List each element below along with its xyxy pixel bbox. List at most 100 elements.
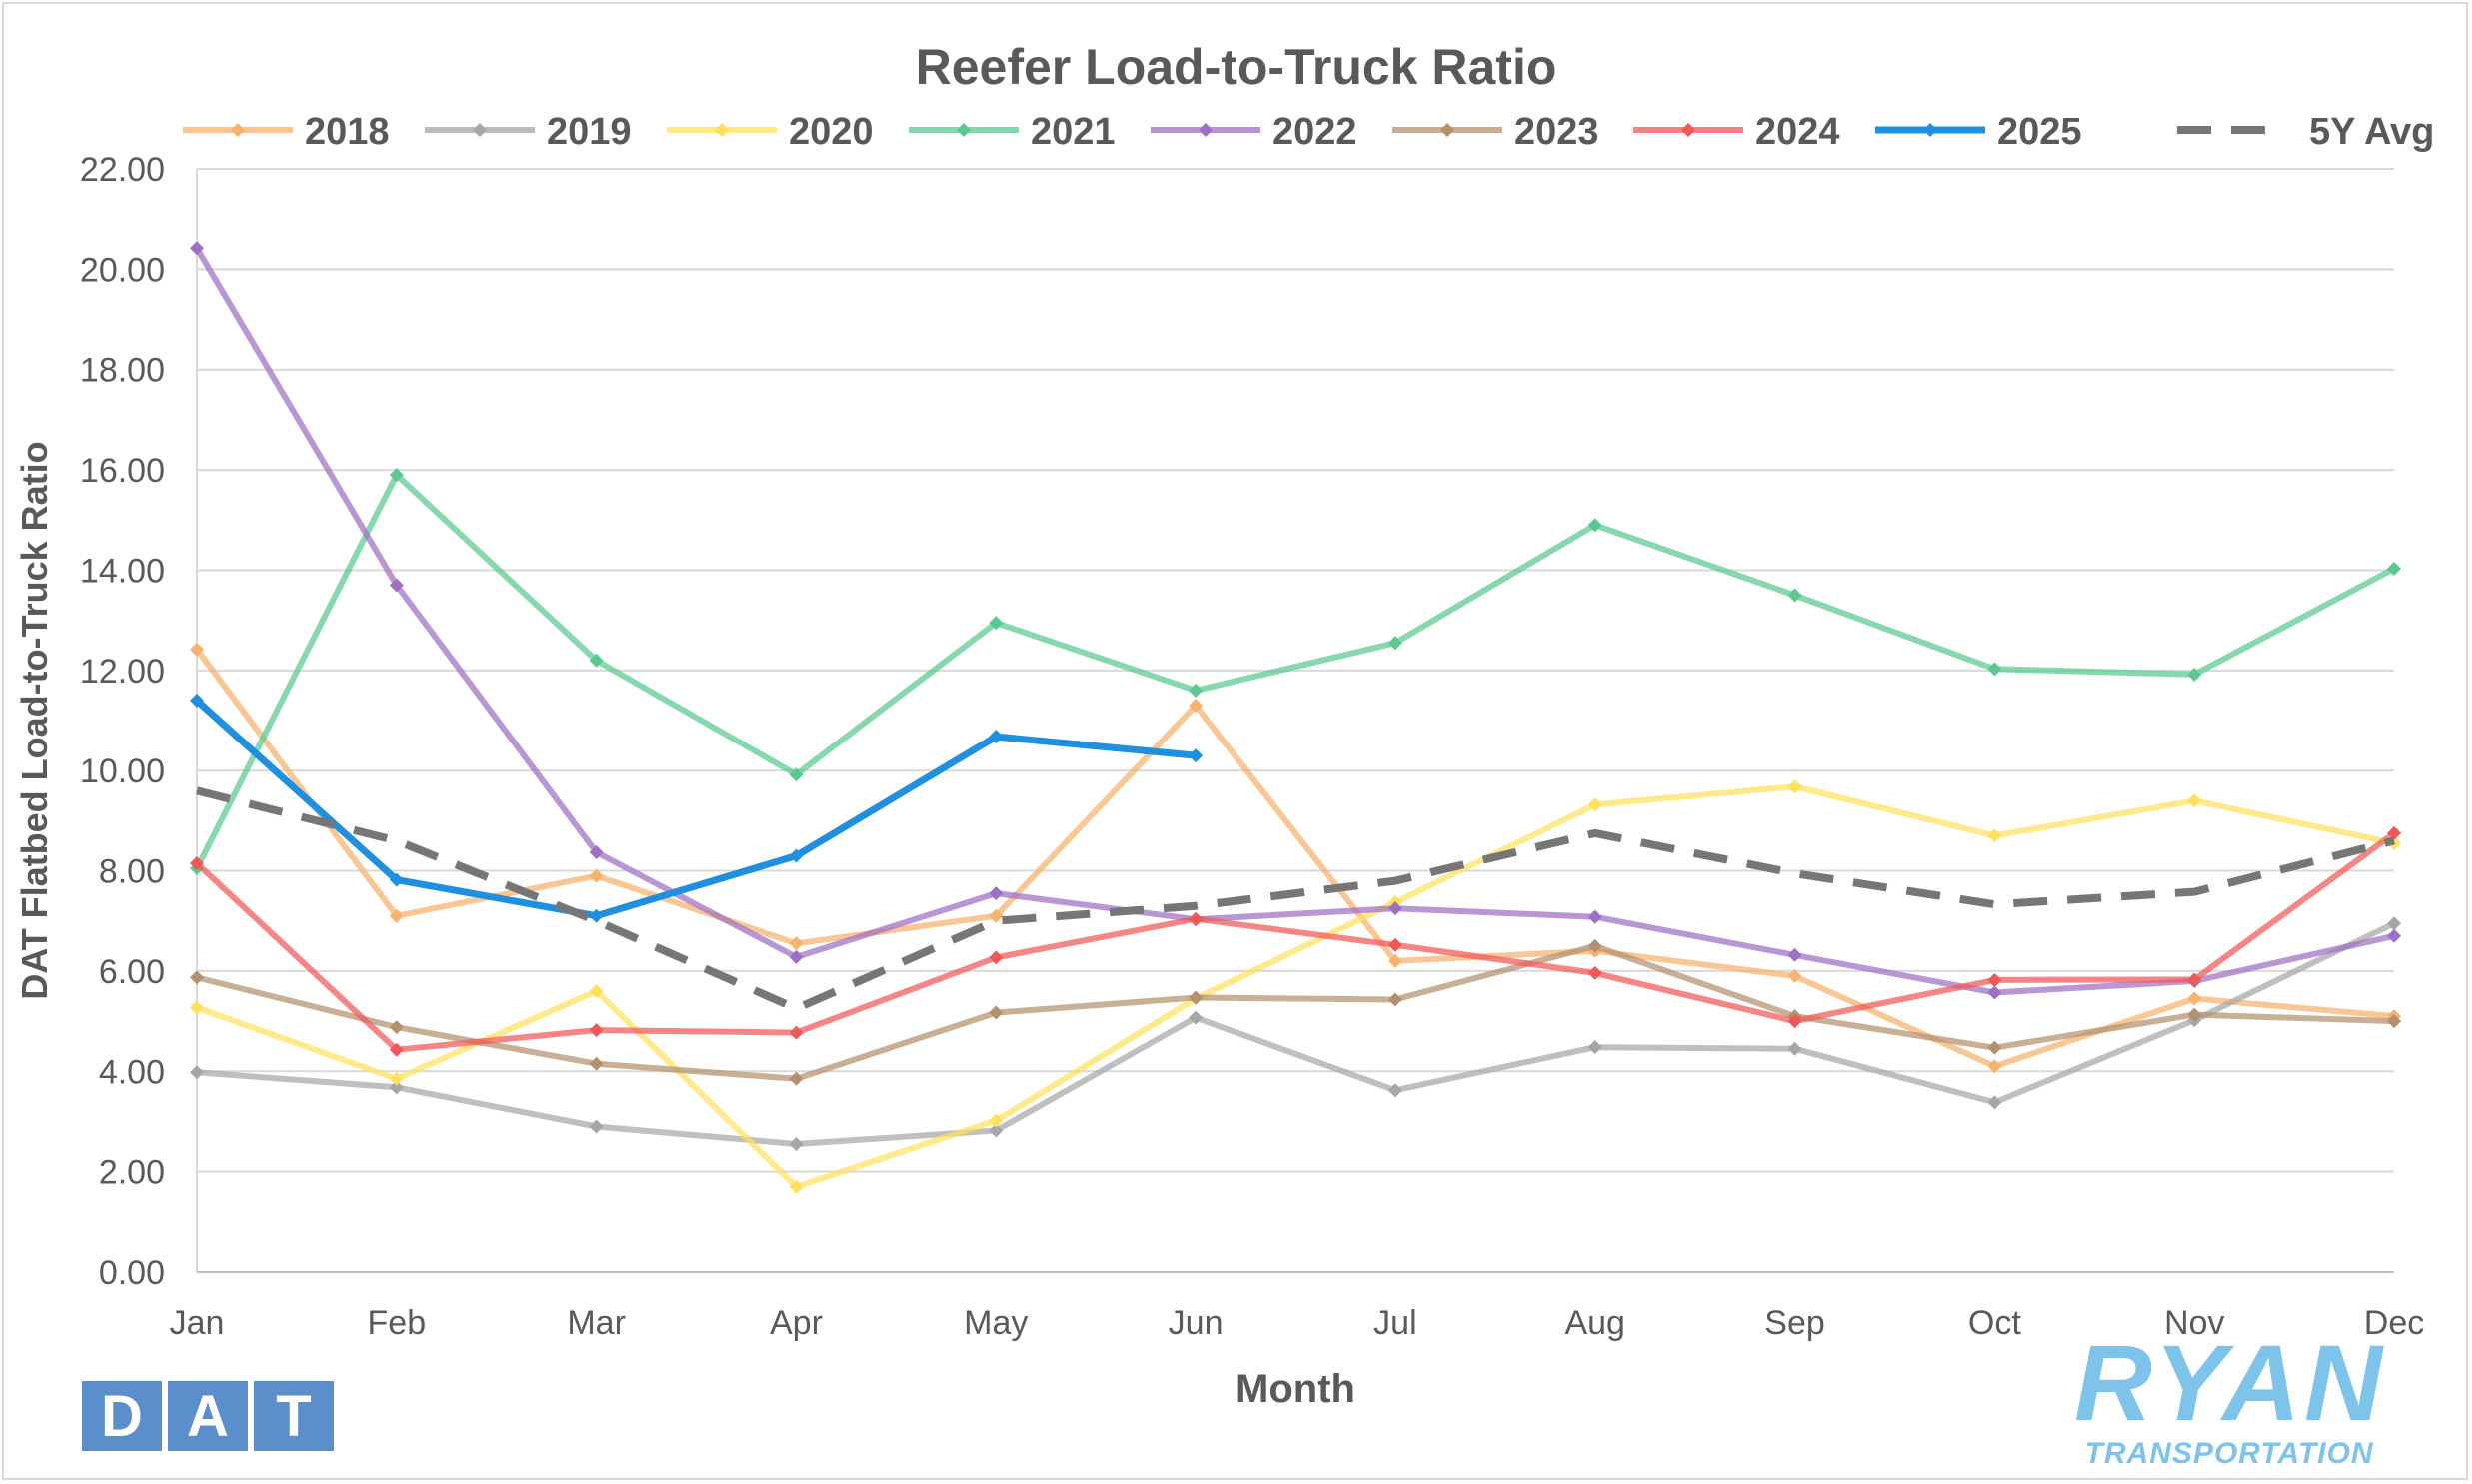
data-point-2020 — [1987, 828, 2002, 843]
data-point-2018 — [1387, 953, 1402, 968]
x-tick-label: Jan — [170, 1304, 225, 1342]
data-point-2018 — [190, 642, 204, 657]
data-point-2024 — [1587, 965, 1602, 980]
data-point-2025 — [989, 730, 1004, 744]
dat-logo-letter: D — [82, 1381, 162, 1451]
data-point-2024 — [1189, 911, 1204, 926]
data-point-2020 — [989, 1113, 1004, 1128]
data-point-2021 — [1987, 662, 2002, 677]
legend-marker-2024 — [1681, 123, 1695, 137]
data-point-2022 — [389, 578, 404, 593]
legend-label: 2020 — [789, 111, 874, 153]
data-point-2019 — [989, 1123, 1004, 1138]
y-axis-title: DAT Flatbed Load-to-Truck Ratio — [14, 441, 55, 999]
data-point-2024 — [2387, 825, 2401, 840]
data-point-2020 — [190, 1000, 204, 1015]
data-point-2022 — [1587, 909, 1602, 924]
legend-label: 2023 — [1514, 111, 1599, 153]
data-point-2019 — [789, 1137, 804, 1152]
data-point-2023 — [589, 1056, 604, 1071]
data-point-2021 — [1387, 636, 1402, 651]
x-tick-label: Oct — [1968, 1304, 2021, 1342]
ryan-logo-text: RYAN — [2074, 1322, 2387, 1443]
data-point-2019 — [1189, 1010, 1204, 1025]
ryan-logo: RYAN TRANSPORTATION — [2074, 1329, 2384, 1471]
series-line-2024 — [194, 830, 2396, 1053]
y-tick-label: 22.00 — [80, 151, 165, 189]
data-point-2023 — [389, 1020, 404, 1035]
data-point-2018 — [589, 868, 604, 883]
data-point-2024 — [190, 856, 204, 871]
data-point-2022 — [1987, 985, 2002, 1000]
y-tick-label: 0.00 — [99, 1254, 165, 1292]
data-point-2019 — [589, 1119, 604, 1134]
data-point-2021 — [1587, 518, 1602, 533]
data-point-2020 — [789, 1179, 804, 1194]
data-point-2019 — [1387, 1083, 1402, 1098]
data-point-2019 — [1787, 1041, 1802, 1056]
data-point-2022 — [190, 241, 204, 256]
y-tick-label: 18.00 — [80, 352, 165, 390]
x-tick-label: Mar — [567, 1304, 626, 1342]
y-tick-label: 6.00 — [99, 953, 165, 991]
data-point-2022 — [1387, 901, 1402, 916]
data-point-2021 — [789, 767, 804, 782]
data-point-2022 — [989, 886, 1004, 901]
legend-marker-2022 — [1199, 123, 1213, 137]
x-tick-label: Nov — [2164, 1304, 2224, 1342]
dat-logo-letter: T — [254, 1381, 334, 1451]
data-point-2024 — [589, 1023, 604, 1038]
x-axis-title: Month — [1236, 1367, 1355, 1411]
data-point-2021 — [989, 616, 1004, 631]
data-point-2020 — [589, 983, 604, 998]
data-point-2025 — [389, 872, 404, 887]
x-tick-label: Jun — [1169, 1304, 1224, 1342]
dat-logo: D A T — [82, 1381, 334, 1451]
data-point-2020 — [2187, 793, 2202, 808]
data-point-2021 — [2187, 667, 2202, 682]
legend-marker-2018 — [231, 123, 245, 137]
data-point-2018 — [1987, 1059, 2002, 1074]
y-tick-label: 8.00 — [99, 853, 165, 891]
ryan-logo-subtext: TRANSPORTATION — [2084, 1437, 2374, 1470]
y-tick-label: 12.00 — [80, 653, 165, 691]
legend-marker-2019 — [473, 123, 487, 137]
dat-logo-letter: A — [168, 1381, 248, 1451]
data-point-2020 — [1787, 779, 1802, 794]
y-tick-label: 4.00 — [99, 1053, 165, 1091]
data-point-2024 — [1787, 1014, 1802, 1029]
data-point-2024 — [389, 1042, 404, 1057]
series-line-2021 — [194, 472, 2396, 870]
data-point-2025 — [190, 693, 204, 708]
data-point-2019 — [1587, 1040, 1602, 1055]
data-point-2022 — [789, 949, 804, 964]
series-line-2025 — [194, 698, 1197, 920]
legend-marker-2020 — [715, 123, 729, 137]
legend-label: 2024 — [1755, 111, 1840, 153]
y-tick-label: 10.00 — [80, 752, 165, 790]
legend-label: 2021 — [1031, 111, 1116, 153]
data-point-2024 — [2187, 972, 2202, 987]
data-point-2023 — [2187, 1007, 2202, 1022]
legend-marker-2025 — [1923, 123, 1937, 137]
x-tick-label: Jul — [1373, 1304, 1416, 1342]
y-tick-label: 14.00 — [80, 552, 165, 590]
x-tick-label: Dec — [2364, 1304, 2424, 1342]
x-tick-label: Feb — [368, 1304, 427, 1342]
legend-label: 5Y Avg — [2309, 111, 2434, 153]
data-point-2025 — [589, 908, 604, 923]
y-tick-label: 20.00 — [80, 251, 165, 289]
data-point-2019 — [190, 1065, 204, 1080]
data-point-2025 — [789, 848, 804, 863]
data-point-2022 — [589, 844, 604, 859]
data-point-2023 — [789, 1071, 804, 1086]
legend-marker-2023 — [1440, 123, 1454, 137]
x-tick-label: Aug — [1564, 1304, 1625, 1342]
x-tick-label: Sep — [1764, 1304, 1825, 1342]
data-point-2018 — [989, 908, 1004, 923]
data-point-2022 — [1787, 947, 1802, 962]
data-point-2023 — [1387, 992, 1402, 1007]
data-point-2019 — [389, 1080, 404, 1095]
